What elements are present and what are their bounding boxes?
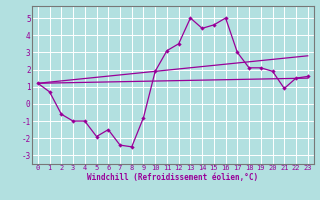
X-axis label: Windchill (Refroidissement éolien,°C): Windchill (Refroidissement éolien,°C)	[87, 173, 258, 182]
